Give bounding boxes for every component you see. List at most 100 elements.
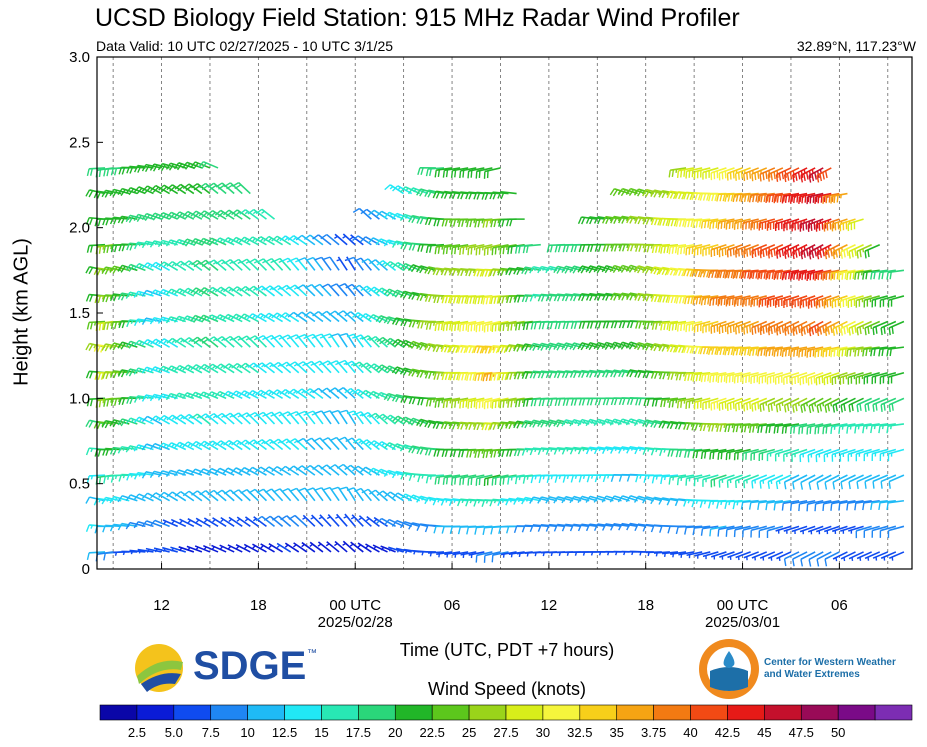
wind-barb <box>320 464 340 476</box>
wind-barb <box>823 371 840 386</box>
colorbar-label: 50 <box>831 725 845 740</box>
wind-barb <box>792 397 808 413</box>
wind-barb <box>367 237 388 246</box>
wind-barb <box>799 525 816 535</box>
wind-barb <box>141 338 162 348</box>
wind-barb <box>252 516 267 527</box>
wind-barb <box>888 397 905 413</box>
wind-barb <box>354 334 372 348</box>
wind-barb <box>288 438 308 451</box>
wind-barb <box>223 489 243 502</box>
wind-barb <box>545 419 566 428</box>
colorbar-swatch <box>653 704 691 721</box>
wind-barb <box>399 416 421 425</box>
wind-barb <box>569 418 590 427</box>
wind-barb <box>766 371 784 385</box>
wind-barb <box>864 474 881 489</box>
wind-barb <box>807 218 824 232</box>
colorbar-label: 47.5 <box>789 725 814 740</box>
wind-barb <box>508 551 525 558</box>
wind-barb <box>271 361 292 374</box>
wind-barb <box>748 499 767 510</box>
wind-barb <box>791 525 808 535</box>
wind-barb <box>434 397 453 408</box>
wind-barb <box>651 474 670 484</box>
wind-barb <box>231 439 251 451</box>
wind-barb <box>545 342 566 351</box>
wind-barb <box>361 258 380 271</box>
wind-barb <box>651 397 670 407</box>
wind-barb <box>459 474 477 486</box>
wind-barb <box>182 364 203 374</box>
wind-barb <box>651 243 670 254</box>
wind-barb <box>887 448 905 462</box>
wind-barb <box>186 545 203 553</box>
wind-barb <box>676 474 695 486</box>
wind-barb <box>750 371 767 384</box>
wind-barb <box>800 167 816 183</box>
wind-barb <box>856 320 872 336</box>
chart-title: UCSD Biology Field Station: 915 MHz Rada… <box>95 4 740 32</box>
wind-barb <box>360 208 380 220</box>
wind-barb <box>651 320 670 330</box>
wind-barb <box>214 390 235 400</box>
wind-barb <box>848 244 864 259</box>
wind-barb <box>783 551 800 567</box>
wind-barb <box>848 551 864 562</box>
wind-barb <box>816 320 832 337</box>
wind-barb <box>125 263 146 272</box>
wind-barb <box>670 551 687 558</box>
wind-barb <box>766 525 784 538</box>
wind-barb <box>235 543 251 553</box>
wind-barb <box>693 320 711 333</box>
wind-barb <box>740 423 759 433</box>
wind-barb <box>781 269 800 281</box>
wind-barb <box>182 413 203 425</box>
wind-barb <box>198 363 219 374</box>
wind-barb <box>304 284 324 297</box>
wind-barb <box>699 346 719 355</box>
wind-barb <box>399 186 421 195</box>
wind-barb <box>303 234 324 246</box>
wind-barb <box>215 489 235 502</box>
wind-barb <box>157 212 179 221</box>
wind-barb <box>625 418 646 426</box>
wind-barb <box>880 320 897 336</box>
wind-barb <box>864 244 881 259</box>
colorbar-swatch <box>358 704 396 721</box>
wind-barb <box>798 269 816 281</box>
wind-barb <box>740 346 759 356</box>
wind-barb <box>368 412 389 425</box>
wind-barb <box>449 218 469 227</box>
wind-barb <box>157 288 179 297</box>
wind-barb <box>190 287 211 297</box>
wind-barb <box>280 361 300 374</box>
wind-barb <box>758 448 776 461</box>
wind-barb <box>103 551 122 561</box>
wind-barb <box>466 218 485 228</box>
wind-barb <box>368 489 389 502</box>
wind-barb <box>748 192 767 203</box>
wind-barb <box>342 233 356 246</box>
wind-barb <box>354 487 372 502</box>
wind-barb <box>751 320 768 335</box>
wind-barb <box>399 493 421 502</box>
wind-barb <box>268 543 284 553</box>
y-tick-label: 1.5 <box>69 305 90 322</box>
wind-barb <box>467 397 485 409</box>
wind-barb <box>710 243 727 257</box>
wind-barb <box>750 218 767 231</box>
wind-barb <box>342 540 356 553</box>
wind-barb <box>537 265 558 274</box>
wind-barb <box>125 417 146 425</box>
wind-barb <box>692 371 711 382</box>
wind-barb <box>870 269 888 280</box>
wind-barb <box>773 192 792 204</box>
wind-barb <box>206 467 227 476</box>
wind-barb <box>491 474 509 486</box>
wind-barb <box>775 397 792 413</box>
wind-barb <box>287 235 308 246</box>
wind-barb <box>125 186 146 196</box>
wind-barb <box>174 441 195 451</box>
wind-barb <box>214 467 235 476</box>
